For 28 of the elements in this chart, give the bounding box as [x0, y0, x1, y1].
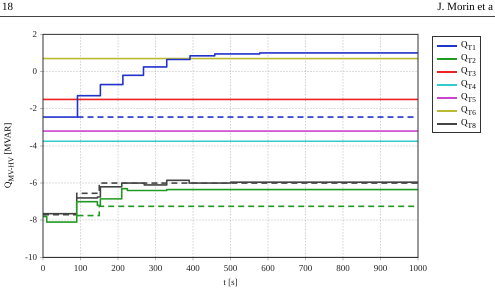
- legend-label: Q$_{T6}$: [461, 104, 476, 117]
- x-tick-label: 300: [148, 263, 163, 274]
- legend-label: Q$_{T8}$: [461, 117, 476, 130]
- x-tick-label: 700: [298, 263, 313, 274]
- x-tick-label: 100: [74, 263, 88, 274]
- y-tick-label: -2: [29, 103, 37, 114]
- x-tick-label: 0: [40, 263, 46, 274]
- x-axis-title: t [s]: [223, 276, 238, 287]
- legend-label: Q$_{T1}$: [461, 39, 476, 52]
- x-tick-label: 600: [261, 263, 276, 274]
- x-tick-label: 400: [186, 263, 200, 274]
- legend-label: Q$_{T3}$: [461, 65, 476, 78]
- x-tick-label: 1000: [409, 263, 428, 274]
- y-tick-label: -4: [29, 140, 38, 150]
- y-tick-label: -6: [29, 177, 38, 188]
- text: 18: [2, 1, 13, 13]
- x-tick-label: 800: [336, 263, 350, 274]
- x-tick-label: 900: [374, 263, 388, 274]
- y-tick-label: 0: [32, 66, 38, 76]
- legend-label: Q$_{T4}$: [461, 78, 476, 91]
- legend-label: Q$_{T5}$: [461, 91, 476, 104]
- text: J. Morin et a: [437, 1, 493, 13]
- x-tick-label: 200: [111, 263, 126, 274]
- y-tick-label: -8: [29, 214, 38, 225]
- y-tick-label: 2: [32, 28, 37, 39]
- y-tick-label: -10: [24, 252, 38, 262]
- legend-label: Q$_{T2}$: [461, 52, 476, 65]
- x-tick-label: 500: [224, 263, 238, 274]
